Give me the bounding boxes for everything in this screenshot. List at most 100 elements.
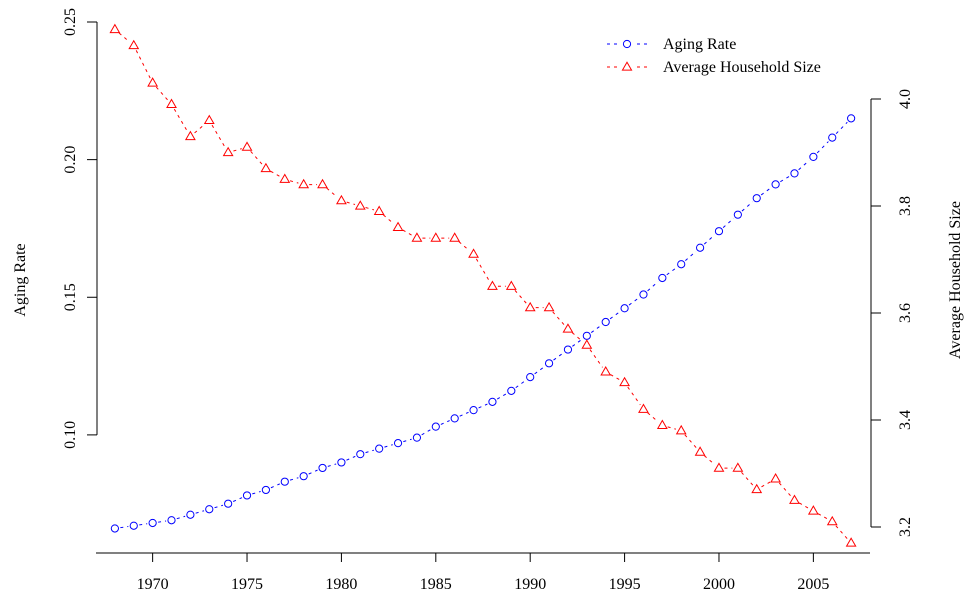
- data-point: [847, 114, 856, 123]
- series-segment: [609, 311, 621, 320]
- series-segment: [270, 483, 280, 489]
- series-segment: [383, 214, 395, 225]
- series-segment: [572, 338, 583, 347]
- data-point: [110, 524, 119, 533]
- y-tick-label: 0.25: [62, 8, 79, 36]
- series-segment: [365, 449, 375, 454]
- data-point: [241, 141, 253, 151]
- y-axis-title: Aging Rate: [12, 243, 29, 316]
- x-tick-label: 1995: [609, 576, 641, 593]
- series-segment: [685, 250, 697, 261]
- data-point: [279, 173, 291, 183]
- legend-marker: [621, 61, 633, 71]
- series-segment: [610, 374, 621, 381]
- data-point: [224, 499, 233, 508]
- y2-tick-label: 3.4: [897, 410, 914, 430]
- series-segment: [799, 502, 809, 509]
- data-point: [184, 130, 196, 141]
- series-segment: [741, 471, 754, 486]
- series-segment: [459, 411, 469, 417]
- data-point: [505, 280, 517, 290]
- legend: Aging Rate Average Household Size: [607, 36, 821, 76]
- data-point: [167, 516, 176, 525]
- series-segment: [403, 438, 412, 443]
- series-segment: [289, 477, 299, 481]
- series-segment: [627, 386, 641, 406]
- data-point: [563, 345, 573, 354]
- data-point: [845, 537, 857, 547]
- data-point: [807, 505, 819, 515]
- y2-axis-title: Average Household Size: [947, 201, 964, 359]
- series-segment: [703, 455, 716, 465]
- data-point: [826, 515, 838, 526]
- data-point: [771, 180, 780, 189]
- y-tick-label: 0.20: [62, 146, 79, 174]
- series-segment: [233, 148, 242, 152]
- series-segment: [780, 175, 790, 183]
- y-axis-right: Average Household Size 3.2 3.4 3.6 3.8 4.0: [870, 89, 964, 537]
- data-point: [411, 232, 423, 242]
- data-point: [639, 290, 648, 299]
- y-tick-label: 0.15: [62, 283, 79, 311]
- series-segment: [195, 510, 205, 514]
- data-point: [695, 243, 705, 252]
- series-segment: [571, 332, 583, 342]
- data-point: [468, 248, 479, 258]
- data-point: [354, 200, 366, 210]
- data-point: [543, 301, 555, 312]
- data-point: [582, 331, 591, 340]
- data-point: [714, 227, 724, 236]
- data-point: [242, 491, 252, 500]
- series-segment: [402, 229, 413, 236]
- series-segment: [514, 290, 527, 304]
- data-point: [186, 510, 195, 519]
- series-average-household-size: [109, 23, 857, 547]
- series-segment: [176, 515, 186, 520]
- data-point: [828, 133, 837, 142]
- x-tick-label: 1990: [514, 576, 546, 593]
- series-segment: [194, 123, 206, 134]
- data-point: [298, 178, 310, 189]
- y2-tick-label: 3.2: [897, 517, 914, 537]
- data-point: [675, 424, 687, 435]
- series-segment: [496, 393, 507, 400]
- series-segment: [214, 504, 224, 509]
- data-point: [601, 317, 610, 327]
- legend-label: Aging Rate: [663, 36, 736, 53]
- series-segment: [666, 267, 678, 276]
- series-segment: [173, 108, 189, 132]
- data-point: [562, 323, 574, 333]
- data-point: [375, 444, 384, 453]
- series-segment: [816, 141, 829, 154]
- data-point: [581, 339, 593, 349]
- data-point: [148, 518, 157, 528]
- series-segment: [232, 497, 243, 502]
- series-segment: [835, 525, 848, 540]
- x-tick-label: 1985: [420, 576, 452, 593]
- x-axis: 1970 1975 1980 1985 1990 1995 2000 2005: [96, 552, 870, 593]
- x-tick-label: 1975: [231, 576, 263, 593]
- y2-tick-label: 4.0: [897, 89, 914, 109]
- data-point: [751, 483, 763, 494]
- y-axis-left: Aging Rate 0.10 0.15 0.20 0.25: [12, 8, 98, 449]
- series-segment: [553, 352, 564, 361]
- data-point: [299, 472, 308, 481]
- series-segment: [475, 258, 491, 282]
- series-segment: [250, 150, 263, 165]
- series-segment: [270, 170, 281, 177]
- data-point: [449, 232, 461, 242]
- series-aging-rate: [110, 114, 856, 533]
- data-point: [713, 462, 725, 472]
- series-segment: [761, 481, 772, 488]
- data-point: [770, 473, 782, 483]
- data-point: [733, 210, 742, 219]
- series-segment: [703, 234, 716, 245]
- data-point: [526, 372, 535, 382]
- series-layer: [109, 23, 857, 547]
- series-segment: [817, 513, 828, 520]
- series-segment: [365, 207, 375, 211]
- series-segment: [534, 366, 545, 375]
- data-point: [752, 194, 761, 203]
- x-tick-label: 1970: [137, 576, 169, 593]
- series-segment: [252, 491, 261, 495]
